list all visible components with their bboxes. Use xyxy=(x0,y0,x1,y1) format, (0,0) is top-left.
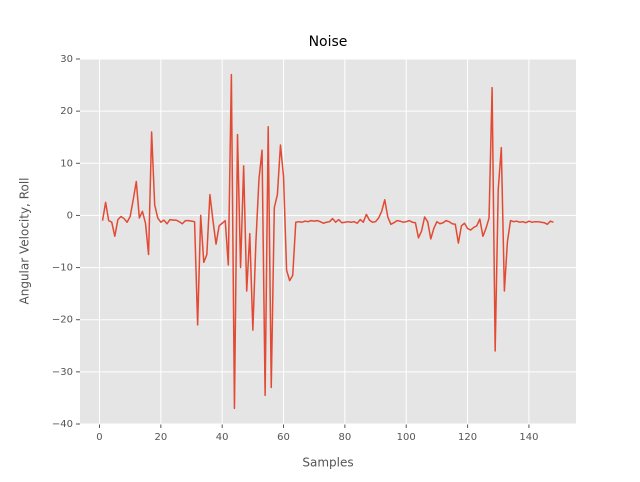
y-tick-label: 30 xyxy=(60,54,73,65)
x-tick-label: 60 xyxy=(277,432,290,443)
x-tick-label: 0 xyxy=(96,432,102,443)
x-tick-label: 120 xyxy=(458,432,477,443)
y-tick-label: 0 xyxy=(67,210,73,221)
y-axis-label: Angular Velocity, Roll xyxy=(18,178,32,305)
y-tick-label: −20 xyxy=(52,315,73,326)
y-tick-label: 20 xyxy=(60,106,73,117)
x-tick-label: 140 xyxy=(519,432,538,443)
chart-title: Noise xyxy=(309,34,348,50)
x-tick-label: 100 xyxy=(397,432,416,443)
line xyxy=(101,73,554,410)
x-tick-label: 20 xyxy=(154,432,167,443)
y-tick-label: −30 xyxy=(52,367,73,378)
y-tick-label: −40 xyxy=(52,419,73,430)
x-tick-label: 80 xyxy=(339,432,352,443)
y-tick-label: 10 xyxy=(60,158,73,169)
x-axis-label: Samples xyxy=(302,456,353,470)
plot-area xyxy=(80,59,576,424)
x-tick-label: 40 xyxy=(216,432,229,443)
y-tick-label: −10 xyxy=(52,263,73,274)
